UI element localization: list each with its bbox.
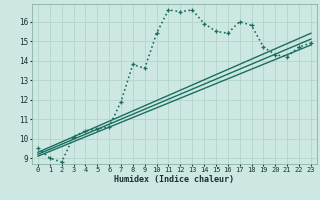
X-axis label: Humidex (Indice chaleur): Humidex (Indice chaleur)	[115, 175, 234, 184]
